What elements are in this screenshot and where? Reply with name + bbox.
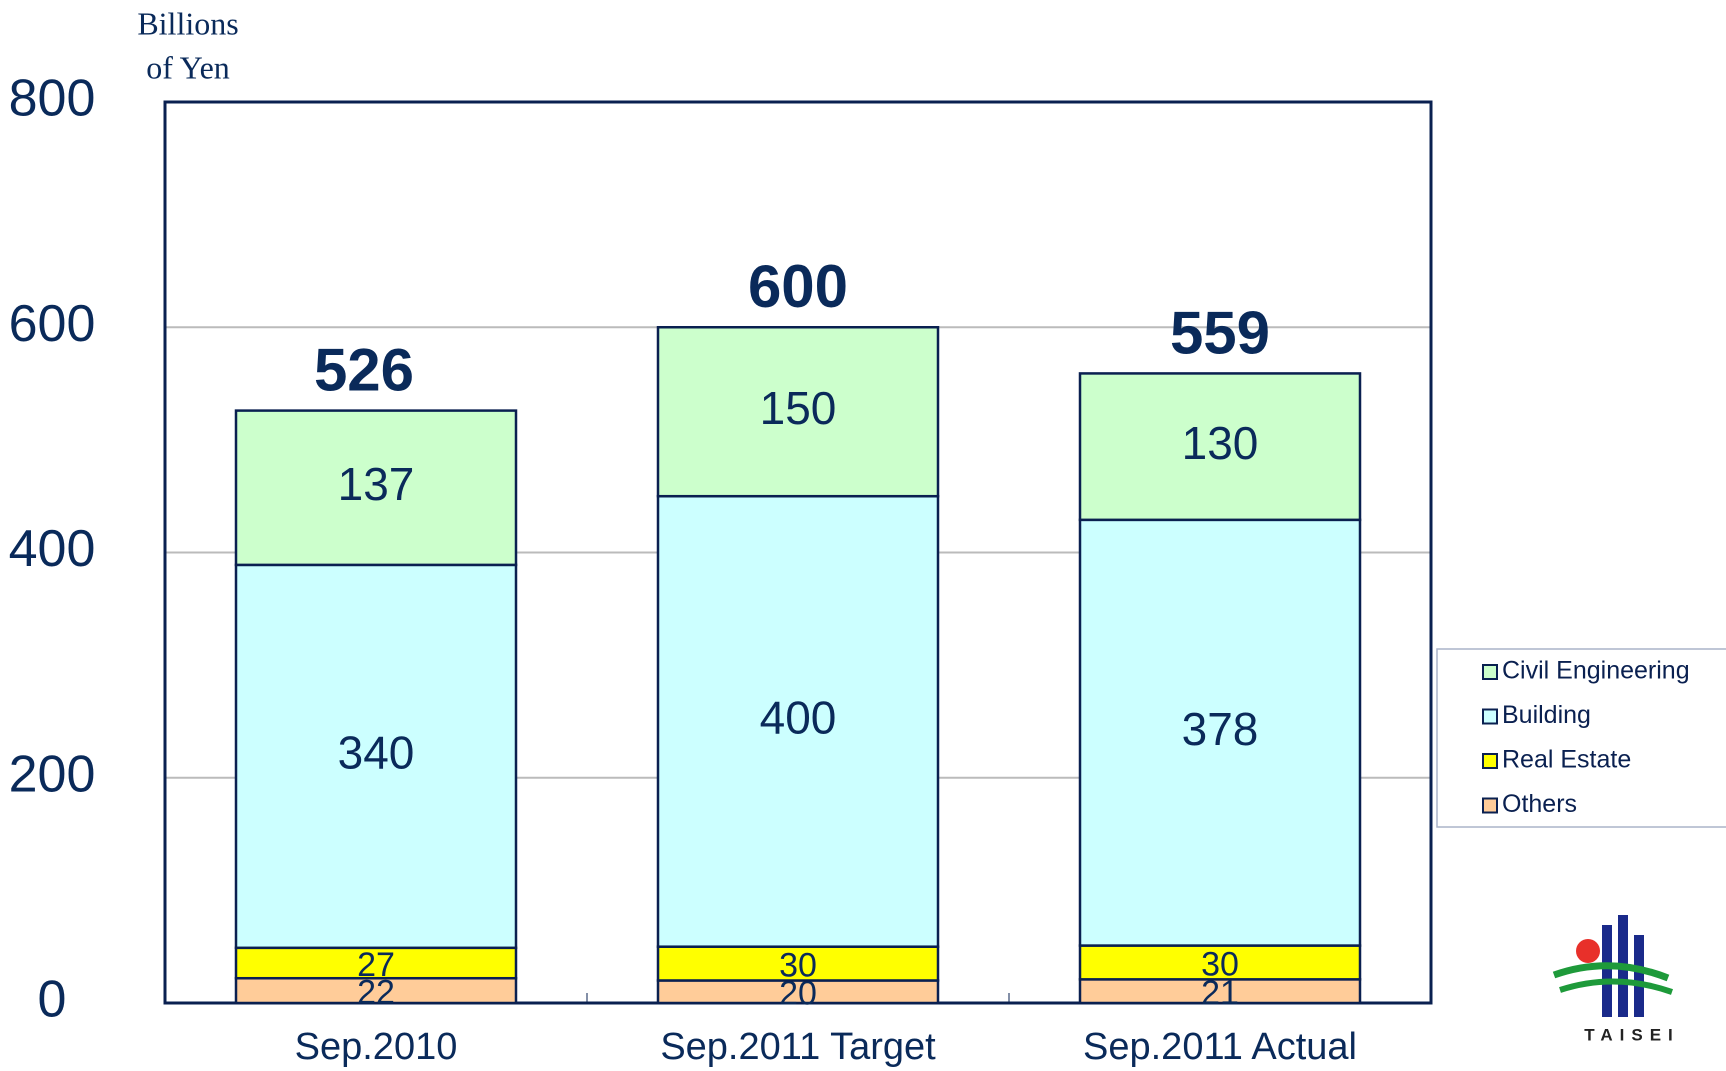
segment-label: 27 <box>357 946 395 984</box>
y-axis-label: Billions <box>137 5 238 41</box>
legend-swatch <box>1482 664 1498 680</box>
bar-segment <box>1078 372 1362 522</box>
bar-segment <box>656 326 940 498</box>
bar-segment <box>234 946 518 980</box>
y-tick-label: 400 <box>9 520 96 578</box>
logo-wave <box>1559 978 1673 995</box>
legend-swatch <box>1482 708 1498 725</box>
segment-label: 340 <box>338 727 415 779</box>
segment-label: 30 <box>779 947 817 985</box>
logo-bar <box>1602 925 1612 1017</box>
bar-segment <box>656 494 940 948</box>
segment-label: 130 <box>1182 417 1259 469</box>
x-tick-label: Sep.2011 Target <box>660 1026 936 1068</box>
segment-label: 137 <box>338 458 415 510</box>
segment-label: 150 <box>760 382 837 434</box>
y-tick-label: 600 <box>9 295 96 353</box>
x-tick-label: Sep.2011 Actual <box>1083 1026 1357 1068</box>
legend: Civil Engineering Building Real Estate Othe… <box>1436 648 1726 828</box>
bar-segment <box>656 945 940 982</box>
legend-swatch <box>1482 797 1498 814</box>
bar-segment <box>234 409 518 567</box>
logo-bar <box>1634 935 1644 1017</box>
segment-label: 30 <box>1201 945 1239 983</box>
segment-label: 22 <box>357 974 395 1012</box>
segment-label: 378 <box>1182 703 1259 755</box>
bar-segment <box>234 563 518 950</box>
legend-label: Civil Engineering <box>1502 657 1690 685</box>
logo-text: TAISEI <box>1584 1025 1680 1044</box>
segment-label: 400 <box>760 692 837 744</box>
bar-segment <box>1078 518 1362 947</box>
logo: TAISEI <box>1552 915 1680 1044</box>
total-label: 559 <box>1170 299 1270 366</box>
y-tick-label: 800 <box>9 70 96 128</box>
legend-label: Real Estate <box>1502 746 1631 774</box>
legend-label: Others <box>1502 790 1577 818</box>
x-tick-label: Sep.2010 <box>295 1026 458 1068</box>
y-tick-label: 0 <box>38 971 67 1029</box>
total-label: 526 <box>314 336 414 403</box>
logo-wave <box>1552 962 1670 982</box>
y-axis-label: of Yen <box>146 49 230 85</box>
legend-label: Building <box>1502 701 1591 729</box>
legend-swatch <box>1482 753 1498 769</box>
bar-segment <box>1078 944 1362 981</box>
y-tick-label: 200 <box>9 745 96 803</box>
logo-sun <box>1576 939 1600 963</box>
total-label: 600 <box>748 253 848 320</box>
